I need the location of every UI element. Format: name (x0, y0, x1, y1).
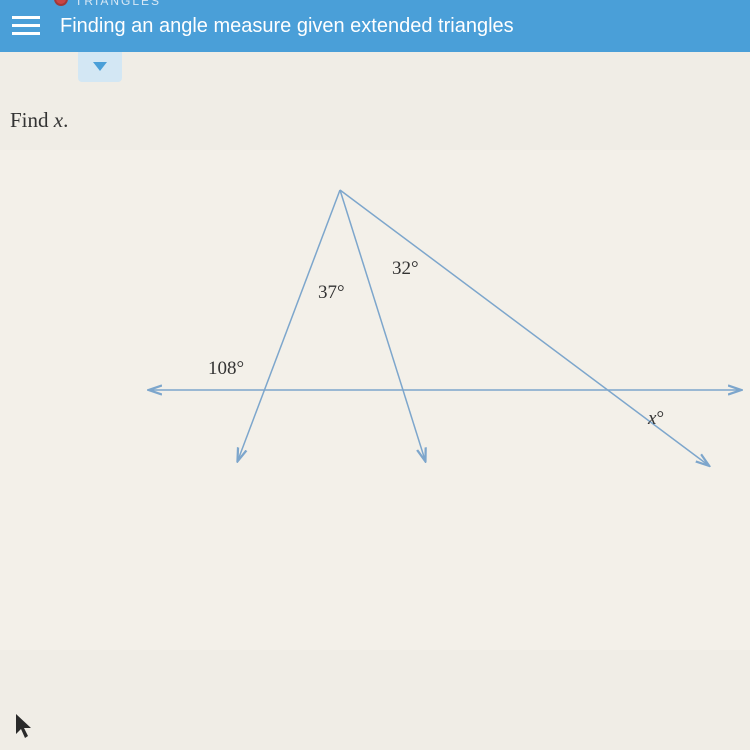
angle-label-x: x° (648, 408, 664, 430)
left-ray (238, 190, 340, 460)
angle-label-37: 37° (318, 282, 345, 304)
problem-prompt: Find x. (10, 108, 68, 133)
chevron-down-icon (93, 62, 107, 72)
topic-dot-icon (54, 0, 68, 6)
cursor-pointer-icon (14, 712, 34, 740)
middle-ray (340, 190, 425, 460)
topic-subtitle: TRIANGLES (75, 0, 161, 8)
dropdown-tab[interactable] (78, 52, 122, 82)
angle-label-108: 108° (208, 358, 244, 380)
geometry-diagram: 108° 37° 32° x° (0, 150, 750, 650)
diagram-svg (0, 150, 750, 650)
angle-label-32: 32° (392, 258, 419, 280)
page-title: Finding an angle measure given extended … (60, 15, 514, 38)
hamburger-menu-icon[interactable] (12, 16, 40, 36)
page-header: TRIANGLES Finding an angle measure given… (0, 0, 750, 52)
